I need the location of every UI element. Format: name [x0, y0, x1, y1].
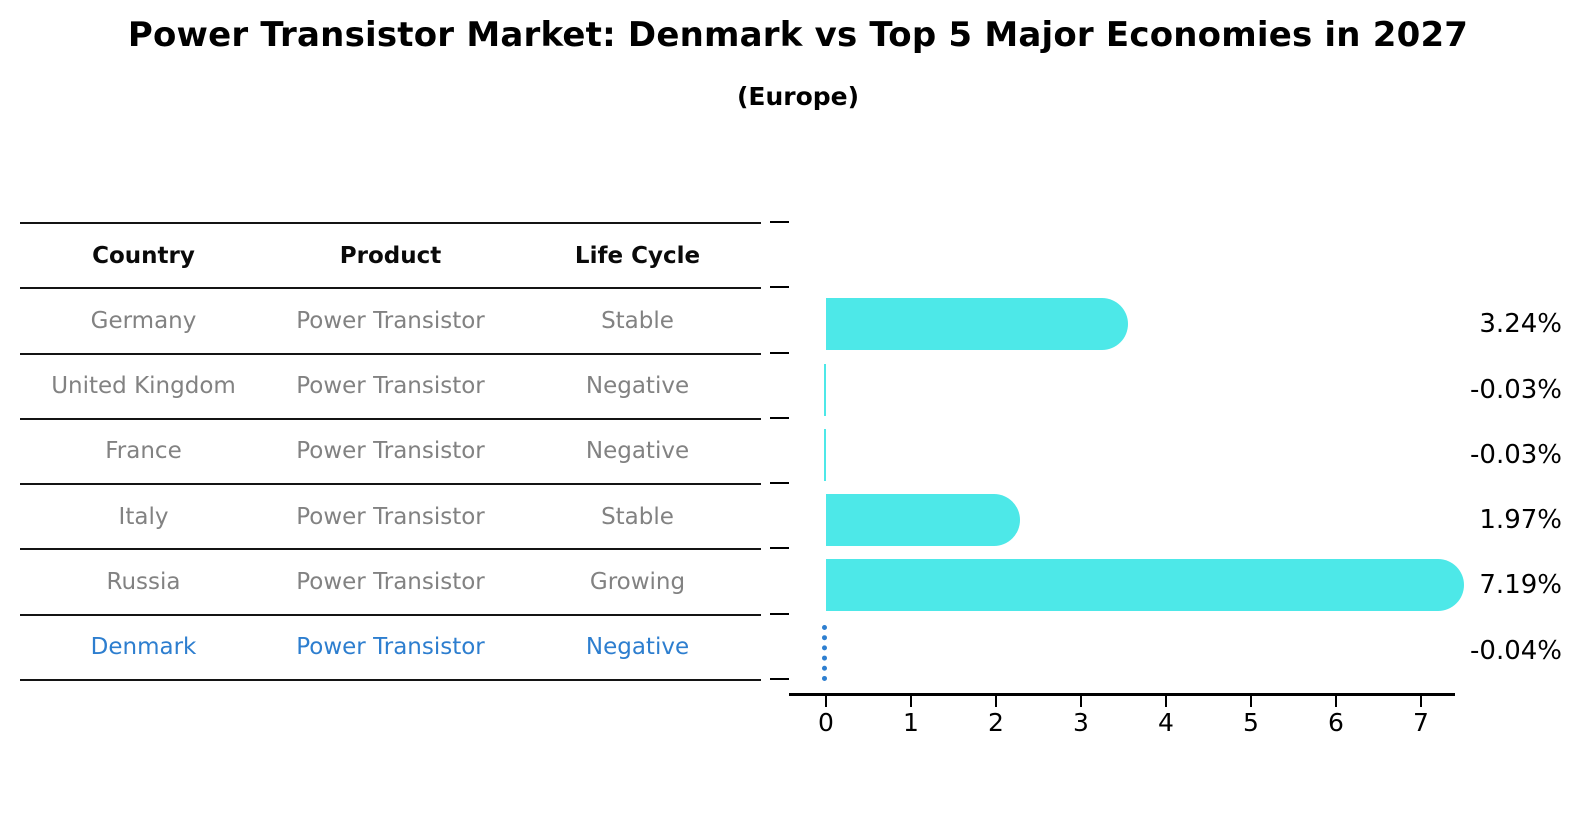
value-label: 7.19%: [1479, 570, 1562, 601]
y-axis-tick: [770, 221, 789, 223]
value-label: 3.24%: [1479, 309, 1562, 340]
cell-product: Power Transistor: [296, 634, 485, 661]
cell-life-cycle: Negative: [585, 634, 690, 661]
column-header-country: Country: [92, 242, 195, 269]
cell-life-cycle: Negative: [585, 438, 690, 465]
table-row: Denmark Power Transistor Negative: [20, 616, 761, 681]
table-body: Germany Power Transistor Stable United King…: [20, 289, 761, 681]
bar: [826, 559, 1465, 612]
cell-country: United Kingdom: [51, 373, 236, 400]
bar-near-zero: [823, 363, 826, 416]
y-axis-tick: [770, 677, 789, 680]
cell-country: France: [105, 438, 182, 465]
cell-life-cycle: Stable: [601, 307, 674, 334]
column-header-product: Product: [339, 242, 442, 269]
x-axis-tick: [994, 695, 998, 707]
x-axis-tick-label: 2: [988, 708, 1004, 737]
y-axis-tick: [770, 416, 789, 419]
cell-life-cycle: Negative: [585, 373, 690, 400]
table-row: Russia Power Transistor Growing: [20, 550, 761, 616]
bar: [826, 298, 1129, 351]
table-header-row: Country Product Life Cycle: [20, 224, 761, 290]
cell-product: Power Transistor: [296, 438, 485, 465]
cell-product: Power Transistor: [296, 307, 485, 334]
x-axis-tick: [1164, 695, 1168, 707]
bar-near-zero: [823, 428, 826, 481]
table-row: France Power Transistor Negative: [20, 420, 761, 485]
x-axis-line: [789, 693, 1455, 696]
y-axis-tick: [770, 547, 789, 550]
x-axis-tick: [1419, 695, 1423, 707]
cell-country: Denmark: [90, 634, 197, 661]
table-row: Italy Power Transistor Stable: [20, 485, 761, 551]
cell-country: Russia: [106, 568, 181, 595]
y-axis-tick: [770, 351, 789, 354]
highlight-dotted-marker: [822, 624, 827, 681]
x-axis-tick-label: 1: [903, 708, 919, 737]
value-label: 1.97%: [1479, 505, 1562, 535]
x-axis-tick-label: 5: [1243, 708, 1259, 737]
x-axis-tick: [1334, 695, 1338, 707]
y-axis-tick: [770, 612, 789, 615]
page-title: Power Transistor Market: Denmark vs Top …: [127, 15, 1469, 55]
x-axis-tick: [909, 695, 913, 707]
x-axis-tick: [1249, 695, 1253, 707]
cell-country: Italy: [118, 503, 169, 530]
column-header-life-cycle: Life Cycle: [574, 242, 701, 269]
cell-life-cycle: Growing: [589, 568, 686, 595]
table-row: Germany Power Transistor Stable: [20, 289, 761, 355]
x-axis-tick: [824, 695, 828, 707]
value-label: -0.03%: [1470, 374, 1562, 405]
bar: [826, 494, 1021, 546]
country-table: Country Product Life Cycle Germany Power …: [20, 222, 761, 681]
x-axis-tick-label: 6: [1328, 708, 1344, 737]
x-axis-tick-label: 4: [1158, 708, 1174, 737]
x-axis-tick: [1079, 695, 1083, 707]
cell-life-cycle: Stable: [601, 503, 674, 530]
x-axis-tick-label: 7: [1413, 708, 1429, 737]
y-axis-tick: [770, 482, 789, 484]
value-label: -0.04%: [1470, 635, 1562, 666]
page-subtitle: (Europe): [736, 82, 860, 111]
cell-product: Power Transistor: [296, 568, 485, 595]
cell-country: Germany: [90, 307, 197, 334]
y-axis-tick: [770, 286, 789, 289]
value-label: -0.03%: [1470, 439, 1562, 470]
cell-product: Power Transistor: [296, 503, 485, 530]
table-row: United Kingdom Power Transistor Negative: [20, 355, 761, 420]
x-axis-tick-label: 3: [1073, 708, 1089, 737]
x-axis-tick-label: 0: [818, 708, 834, 737]
cell-product: Power Transistor: [296, 373, 485, 400]
